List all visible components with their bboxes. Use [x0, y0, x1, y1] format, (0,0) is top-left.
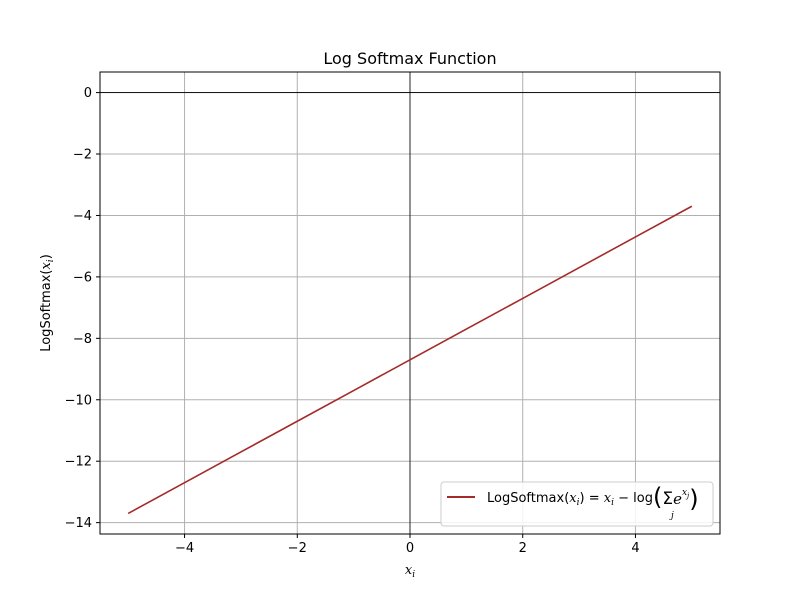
- legend-sum-index: j: [669, 511, 674, 521]
- y-axis-label: LogSoftmax(xi): [39, 254, 56, 352]
- x-axis-ticks: −4 −2 0 2 4: [175, 534, 640, 556]
- y-tick-label: −12: [65, 455, 92, 470]
- y-axis-ticks: 0 −2 −4 −6 −8 −10 −12 −14: [65, 86, 100, 531]
- reference-lines: [100, 72, 720, 534]
- y-tick-label: −6: [73, 270, 92, 285]
- y-tick-label: −14: [65, 516, 92, 531]
- y-tick-label: −4: [73, 209, 92, 224]
- y-tick-label: −2: [73, 148, 92, 163]
- legend: LogSoftmax(xi) = xi − log(Σexj) j: [440, 481, 714, 527]
- series-line: [127, 205, 693, 515]
- x-tick-label: −2: [288, 541, 307, 556]
- x-axis-label: xi: [405, 563, 415, 580]
- x-tick-label: −4: [175, 541, 194, 556]
- y-tick-label: −10: [65, 393, 92, 408]
- legend-box: [440, 481, 714, 527]
- x-tick-label: 0: [406, 541, 414, 556]
- y-tick-label: 0: [84, 86, 92, 101]
- x-tick-label: 4: [631, 541, 639, 556]
- x-tick-label: 2: [519, 541, 527, 556]
- series-group: [127, 205, 693, 515]
- chart-title: Log Softmax Function: [323, 49, 496, 68]
- y-tick-label: −8: [73, 332, 92, 347]
